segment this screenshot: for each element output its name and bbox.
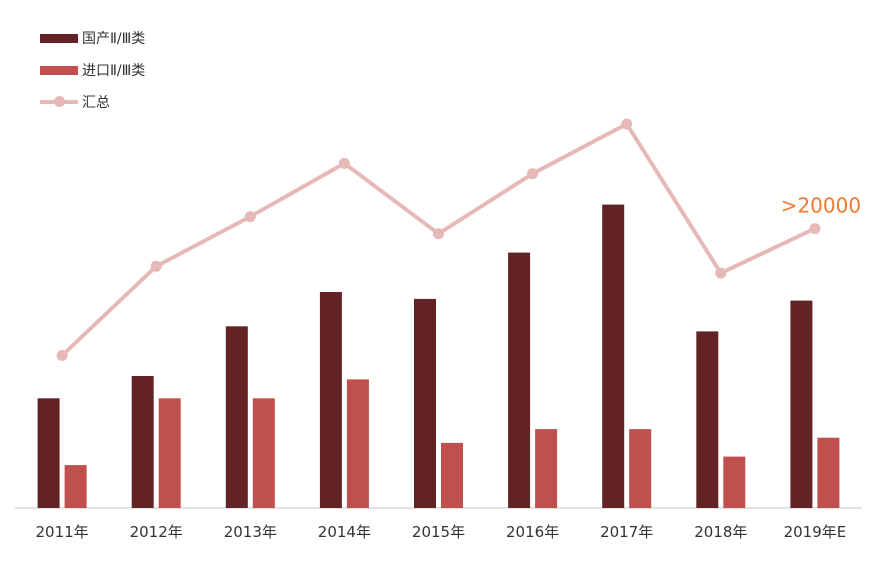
legend-item-total: 汇总 bbox=[40, 86, 145, 118]
domestic-bar-3 bbox=[319, 292, 342, 508]
total-point-5 bbox=[527, 168, 539, 180]
legend-swatch-imported bbox=[40, 65, 78, 75]
imported-bar-0 bbox=[64, 465, 87, 508]
legend-swatch-domestic bbox=[40, 33, 78, 43]
total-line-group bbox=[56, 118, 821, 361]
domestic-bar-7 bbox=[696, 331, 719, 508]
legend-item-domestic: 国产Ⅱ/Ⅲ类 bbox=[40, 22, 145, 54]
domestic-bar-0 bbox=[37, 398, 60, 508]
imported-bar-8 bbox=[817, 437, 840, 508]
x-tick-label-0: 2011年 bbox=[36, 523, 89, 541]
imported-bar-1 bbox=[158, 398, 181, 508]
domestic-bar-4 bbox=[414, 298, 436, 508]
domestic-bar-8 bbox=[790, 300, 813, 508]
imported-bar-3 bbox=[346, 379, 369, 508]
imported-bar-5 bbox=[535, 429, 558, 508]
imported-bar-7 bbox=[723, 456, 746, 508]
x-tick-label-1: 2012年 bbox=[130, 523, 183, 541]
x-tick-label-3: 2014年 bbox=[318, 523, 371, 541]
imported-bar-2 bbox=[252, 398, 275, 508]
x-tick-labels: 2011年 2012年 2013年 2014年 2015年 2016年 2017年 2018年… bbox=[36, 523, 847, 541]
total-point-4 bbox=[433, 228, 444, 240]
x-tick-label-8: 2019年E bbox=[784, 523, 847, 541]
total-line bbox=[60, 122, 816, 357]
x-tick-label-6: 2017年 bbox=[600, 523, 653, 541]
x-tick-label-7: 2018年 bbox=[694, 523, 747, 541]
total-point-8 bbox=[809, 223, 821, 235]
legend-label-total: 汇总 bbox=[82, 95, 110, 111]
total-point-3 bbox=[338, 157, 350, 169]
legend-label-imported: 进口Ⅱ/Ⅲ类 bbox=[82, 63, 146, 79]
total-point-0 bbox=[56, 349, 68, 361]
total-point-2 bbox=[244, 211, 256, 223]
total-point-7 bbox=[715, 267, 727, 279]
bar-group bbox=[37, 204, 840, 508]
legend-item-imported: 进口Ⅱ/Ⅲ类 bbox=[40, 54, 145, 86]
x-tick-label-2: 2013年 bbox=[224, 523, 277, 541]
total-point-6 bbox=[621, 118, 633, 130]
x-tick-label-5: 2016年 bbox=[506, 523, 559, 541]
legend-line-total bbox=[40, 96, 78, 107]
imported-bar-6 bbox=[629, 429, 652, 508]
domestic-bar-5 bbox=[508, 252, 531, 508]
domestic-bar-6 bbox=[602, 204, 625, 508]
domestic-bar-1 bbox=[131, 376, 154, 508]
domestic-bar-2 bbox=[225, 326, 248, 508]
legend-label-domestic: 国产Ⅱ/Ⅲ类 bbox=[82, 31, 146, 47]
x-tick-label-4: 2015年 bbox=[412, 523, 465, 541]
annotation-label: >20000 bbox=[781, 194, 861, 218]
imported-bar-4 bbox=[441, 442, 463, 508]
legend: 国产Ⅱ/Ⅲ类 进口Ⅱ/Ⅲ类 汇总 bbox=[40, 22, 145, 118]
total-point-1 bbox=[150, 260, 162, 272]
